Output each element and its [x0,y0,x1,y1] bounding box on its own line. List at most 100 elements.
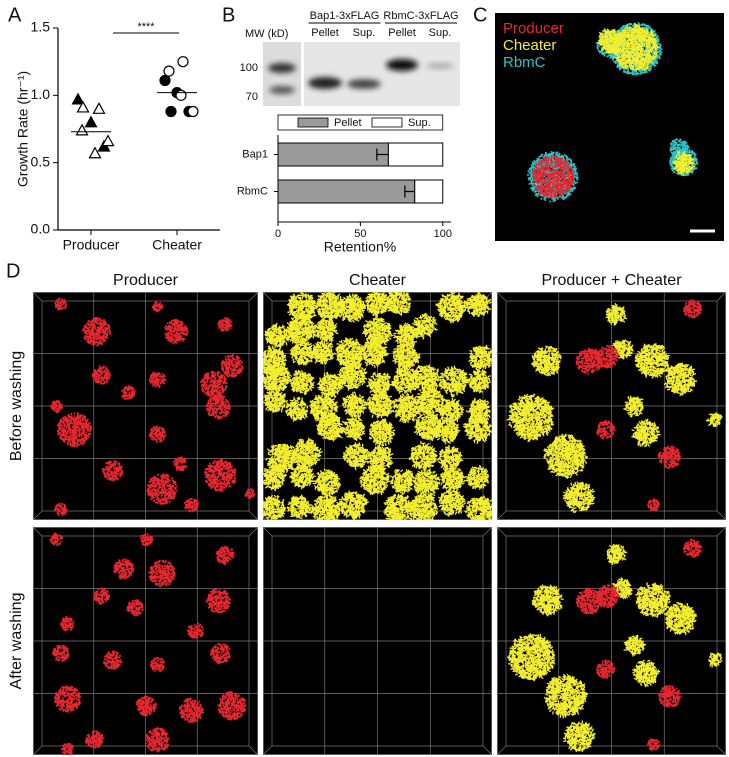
cell-cluster [103,650,123,670]
render-grid [33,292,258,520]
cell-cluster [150,657,165,672]
cell-cluster [365,389,394,419]
cell-cluster [606,543,628,565]
cell-cluster [359,465,391,496]
mw-label: MW (kD) [245,28,288,40]
blot-band [386,59,418,71]
lane-label: Sup. [353,27,376,39]
cell-cluster [311,340,335,365]
cell-cluster [263,361,292,394]
cell-cluster [663,601,697,636]
cell-cluster [389,469,417,495]
cell-cluster [531,155,575,199]
ladder-band [268,63,296,73]
cell-cluster [52,644,70,662]
cell-cluster [634,343,670,379]
cell-cluster [413,468,441,498]
cell-cluster [647,498,660,512]
cell-cluster [464,292,492,318]
cell-cluster [506,393,555,443]
cell-cluster [440,465,467,492]
cell-cluster [126,599,144,617]
cell-cluster [635,582,671,618]
cell-cluster [53,685,81,713]
cell-cluster [575,347,603,375]
cell-cluster [438,365,470,398]
cell-cluster [596,28,624,54]
channel-label: Producer [503,20,564,37]
cell-cluster [217,317,233,332]
x-tick-label: Cheater [152,237,202,253]
cell-cluster [646,738,661,751]
cell-cluster [333,337,365,370]
render-3d [263,527,492,755]
cell-cluster [466,367,492,394]
cell-cluster [54,297,68,311]
blot-group-label: Bap1-3xFLAG [310,10,380,22]
cell-cluster [49,532,63,546]
cell-cluster [148,425,167,443]
lane-label: Pellet [311,27,339,39]
cell-cluster [632,659,661,688]
data-point [75,123,89,136]
cell-cluster [102,460,124,482]
bar-segment [414,179,444,204]
legend-swatch [371,117,403,128]
cell-cluster [309,493,342,520]
cell-cluster [139,533,154,546]
cell-cluster [359,338,390,368]
blot-band [426,63,454,69]
panel-letter: D [6,260,20,282]
data-point [165,105,177,118]
x-tick-label: 0 [275,228,281,240]
cell-cluster [338,490,370,520]
cell-cluster [657,445,681,469]
x-tick-label: Producer [63,237,120,253]
bar-segment [277,142,389,167]
bar-segment [387,142,444,167]
cell-cluster [220,354,244,378]
cell-cluster [121,385,136,400]
render-3d [33,527,258,755]
mw-marker: 100 [240,62,258,74]
cell-cluster [284,396,309,422]
cell-cluster [411,312,438,340]
cell-cluster [317,371,344,399]
data-point [177,56,189,68]
cell-cluster [658,685,682,708]
cell-cluster [383,292,412,316]
lane-label: Pellet [388,27,416,39]
cell-cluster [244,488,256,500]
data-point [84,115,98,128]
cell-cluster [56,412,92,448]
cell-cluster [596,344,620,369]
cell-cluster [530,345,562,377]
cell-cluster [543,433,589,479]
render-3d [33,292,258,520]
cell-cluster [136,695,158,717]
cell-cluster [200,370,228,398]
cell-cluster [410,364,442,392]
cell-cluster [562,481,596,514]
cell-cluster [91,365,111,385]
cell-cluster [341,391,368,419]
cell-cluster [164,318,189,345]
mw-marker: 70 [246,91,258,103]
blot-band [347,79,381,89]
cell-cluster [435,292,468,324]
legend-box [277,114,444,131]
cell-cluster [605,302,628,326]
cell-cluster [339,293,367,323]
cell-cluster [368,418,396,447]
blot-membrane [304,42,460,106]
cell-cluster [342,442,370,471]
render-3d [497,292,726,520]
y-tick-label: 1.0 [31,86,51,102]
cell-cluster [506,633,556,682]
cell-cluster [264,322,291,350]
legend-label: Pellet [334,117,362,129]
data-point [71,92,85,105]
cell-cluster [205,394,231,420]
cell-cluster [204,458,237,492]
y-tick-label: RbmC [237,185,268,197]
